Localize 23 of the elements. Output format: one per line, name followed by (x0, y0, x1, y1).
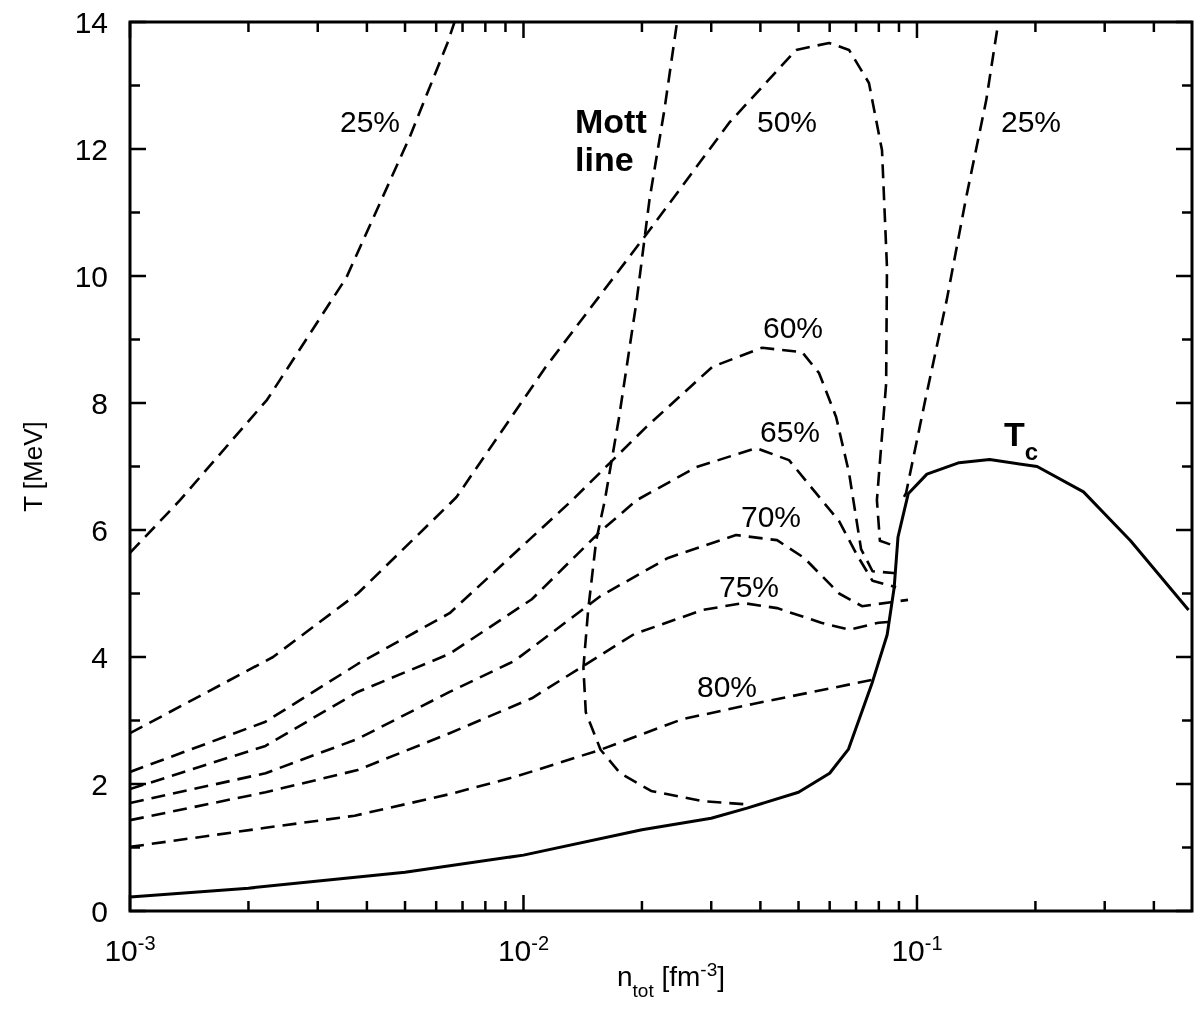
series-label: 65% (759, 415, 821, 448)
y-tick-label: 10 (74, 260, 108, 293)
series-label: 60% (762, 311, 824, 344)
y-tick-label: 14 (74, 6, 108, 39)
series-label: 25% (1000, 105, 1062, 138)
y-axis-title: T [MeV] (18, 421, 48, 512)
y-tick-label: 8 (91, 387, 108, 420)
series-label: 75% (718, 570, 780, 603)
series-label: T$_{c}$ (1004, 415, 1039, 465)
series-label: Mott line (575, 102, 647, 178)
x-tick-label: 10$^{-2}$ (497, 932, 550, 967)
series-label: 70% (740, 500, 802, 533)
y-tick-label: 2 (91, 768, 108, 801)
y-tick-label: 4 (91, 641, 108, 674)
y-tick-label: 6 (91, 514, 108, 547)
series-label: 80% (696, 670, 758, 703)
x-axis-title: n$_{tot}$ [fm$^{-3}$] (616, 958, 726, 1001)
series-label: 50% (756, 105, 818, 138)
y-tick-label: 12 (74, 133, 108, 166)
y-tick-label: 0 (91, 895, 108, 928)
series-label: 25% (339, 105, 401, 138)
x-tick-label: 10$^{-3}$ (104, 932, 156, 967)
x-tick-label: 10$^{-1}$ (891, 932, 943, 967)
